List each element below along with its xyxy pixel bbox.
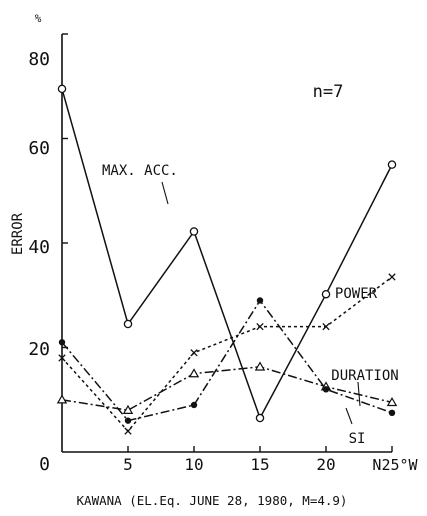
x-tick-label: N25°W bbox=[372, 456, 418, 474]
data-point-si bbox=[59, 339, 65, 345]
series-label-si: SI bbox=[349, 431, 366, 447]
data-point-power bbox=[323, 323, 329, 329]
y-tick-label: 80 bbox=[28, 49, 50, 70]
data-point-si bbox=[191, 402, 197, 408]
data-point-power bbox=[257, 323, 263, 329]
series-label-max-acc: MAX. ACC. bbox=[102, 163, 178, 179]
x-tick-label: 20 bbox=[316, 455, 335, 474]
data-point-duration bbox=[58, 396, 66, 403]
data-point-max-acc bbox=[190, 228, 197, 235]
x-tick-label: 5 bbox=[123, 455, 133, 474]
data-point-si bbox=[257, 297, 263, 303]
data-point-max-acc bbox=[58, 85, 65, 92]
series-label-duration: DURATION bbox=[331, 368, 398, 384]
data-point-power bbox=[125, 428, 131, 434]
data-point-max-acc bbox=[322, 291, 329, 298]
x-axis-title: KAWANA (EL.Eq. JUNE 28, 1980, M=4.9) bbox=[77, 493, 348, 508]
data-point-duration bbox=[256, 363, 264, 370]
y-tick-label: 20 bbox=[28, 339, 50, 360]
series-label-power: POWER bbox=[335, 286, 378, 302]
y-tick-label: 60 bbox=[28, 138, 50, 159]
y-tick-label: 0 bbox=[39, 454, 50, 475]
x-tick-label: 15 bbox=[250, 455, 269, 474]
leader-line-max-acc bbox=[162, 182, 168, 204]
data-point-max-acc bbox=[124, 320, 131, 327]
data-point-max-acc bbox=[388, 161, 395, 168]
series-line-si bbox=[62, 301, 392, 421]
sample-size-annotation: n=7 bbox=[313, 82, 344, 102]
y-tick-label: 40 bbox=[28, 237, 50, 258]
y-unit-label: % bbox=[35, 12, 42, 25]
data-point-power bbox=[191, 350, 197, 356]
data-point-max-acc bbox=[256, 414, 263, 421]
leader-line-si bbox=[346, 408, 352, 424]
y-axis-title: ERROR bbox=[10, 212, 26, 255]
data-point-si bbox=[125, 417, 131, 423]
data-point-power bbox=[389, 274, 395, 280]
data-point-si bbox=[389, 410, 395, 416]
x-tick-label: 10 bbox=[184, 455, 203, 474]
data-point-duration bbox=[190, 369, 198, 376]
data-point-si bbox=[323, 386, 329, 392]
